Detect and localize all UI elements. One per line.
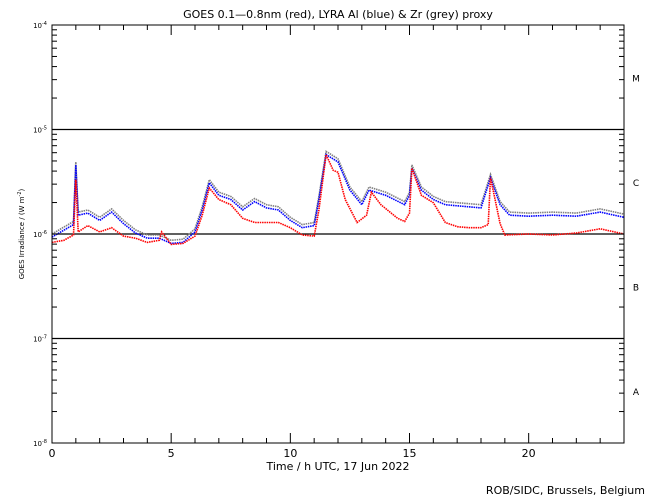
axes: 0 5 10 15 20 10-4 10-5 10-6 10-7 10-8 M C B A — [33, 21, 640, 460]
y-tick-label: 10-4 — [33, 21, 47, 30]
series-line-lyra-al-proxy — [51, 153, 625, 245]
x-tick-label: 15 — [403, 447, 417, 460]
x-tick-label: 10 — [283, 447, 297, 460]
series-group — [51, 150, 625, 246]
footer-credit: ROB/SIDC, Brussels, Belgium — [486, 484, 645, 497]
y-tick-label: 10-6 — [33, 230, 47, 239]
x-tick-label: 0 — [49, 447, 56, 460]
y-tick-label: 10-5 — [33, 126, 47, 135]
y-axis-label: GOES Irradiance / (W m-2) — [17, 188, 26, 279]
series-line-goes-0-1-0-8nm — [51, 151, 625, 246]
chart-title: GOES 0.1—0.8nm (red), LYRA Al (blue) & Z… — [183, 8, 493, 21]
flare-class-label: C — [633, 179, 639, 189]
flare-class-label: M — [632, 74, 640, 84]
x-tick-label: 5 — [168, 447, 175, 460]
y-tick-label: 10-7 — [33, 335, 47, 344]
x-tick-label: 20 — [522, 447, 536, 460]
flare-class-label: A — [633, 388, 640, 398]
flare-class-label: B — [633, 283, 639, 293]
x-axis-label: Time / h UTC, 17 Jun 2022 — [265, 460, 409, 473]
y-tick-label: 10-8 — [33, 439, 47, 448]
series-line-lyra-zr-proxy — [51, 150, 625, 242]
